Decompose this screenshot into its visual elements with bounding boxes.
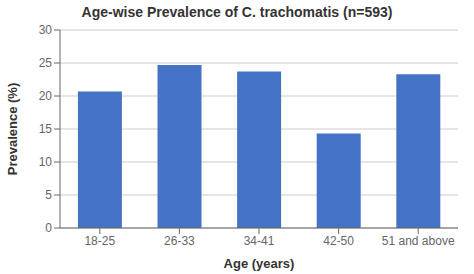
svg-text:51 and above: 51 and above xyxy=(382,234,455,248)
html-text:Age-wise Prevalence of C. trac: Age-wise Prevalence of C. trachomatis (n… xyxy=(81,4,393,20)
svg-text:26-33: 26-33 xyxy=(164,234,195,248)
svg-text:5: 5 xyxy=(45,188,52,202)
svg-text:10: 10 xyxy=(39,155,53,169)
svg-text:Age (years): Age (years) xyxy=(224,256,295,271)
svg-text:0: 0 xyxy=(45,221,52,235)
svg-text:30: 30 xyxy=(39,24,53,37)
svg-text:Prevalence (%): Prevalence (%) xyxy=(8,83,20,176)
svg-text:25: 25 xyxy=(39,56,53,70)
svg-text:20: 20 xyxy=(39,89,53,103)
svg-text:42-50: 42-50 xyxy=(323,234,354,248)
svg-text:34-41: 34-41 xyxy=(244,234,275,248)
svg-text:18-25: 18-25 xyxy=(84,234,115,248)
svg-text:15: 15 xyxy=(39,122,53,136)
